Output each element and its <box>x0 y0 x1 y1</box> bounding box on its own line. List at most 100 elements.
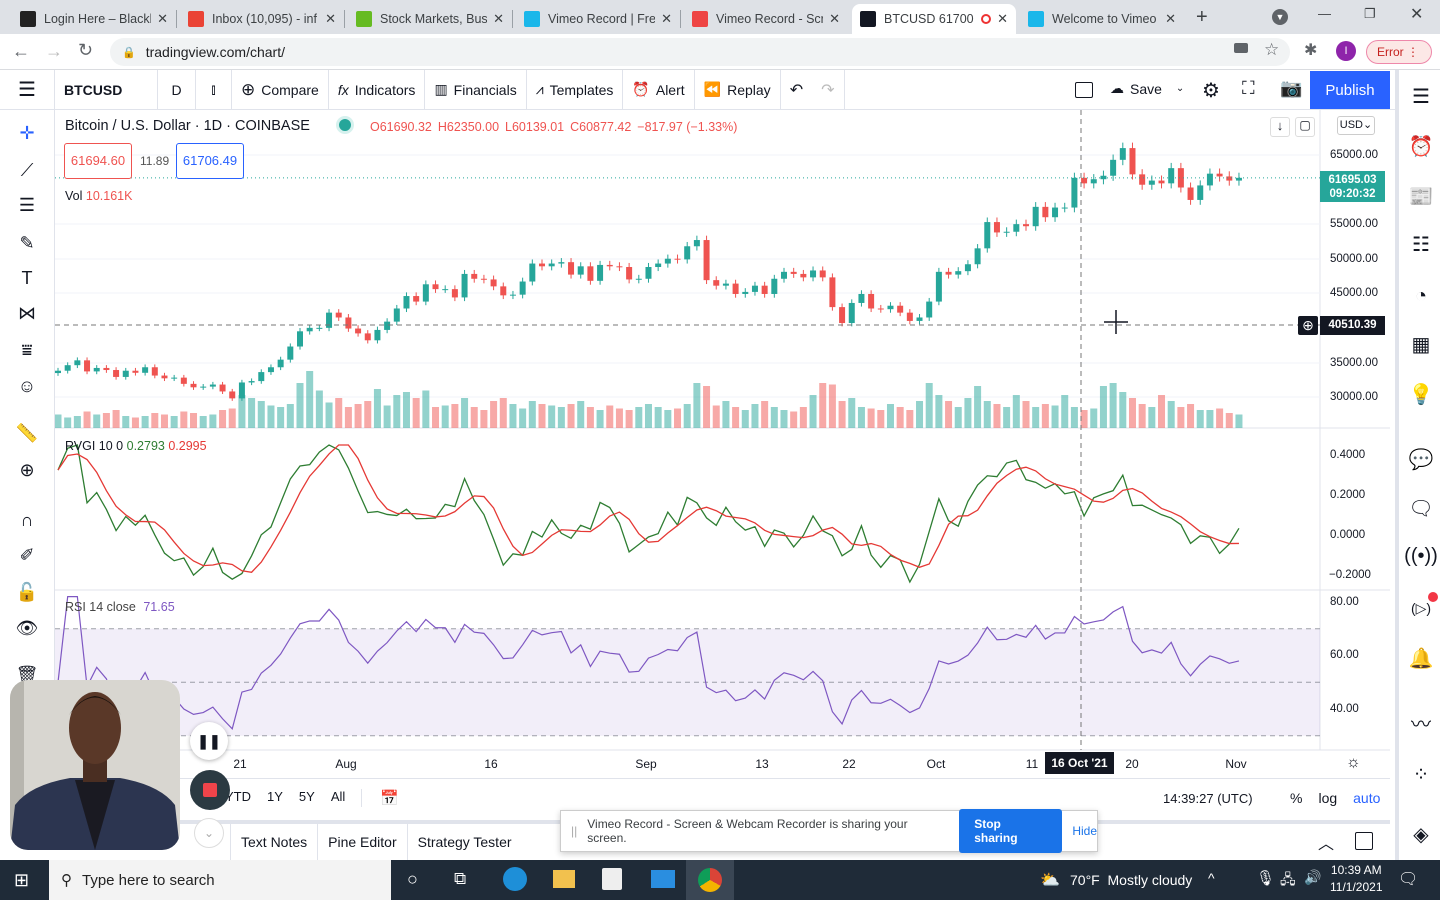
add-alert-plus-icon[interactable]: ⊕ <box>1298 316 1318 335</box>
notifications-icon[interactable]: 🗨 <box>1398 871 1419 888</box>
camera-in-use-icon[interactable] <box>1234 43 1248 53</box>
bell-icon[interactable]: 🔔 <box>1408 647 1434 670</box>
menu-icon[interactable]: ☰ <box>0 69 55 110</box>
camera-snapshot-icon[interactable]: 📷 <box>1280 78 1303 98</box>
layers-icon[interactable]: ◈ <box>1413 823 1429 846</box>
financials-button[interactable]: ▥ Financials <box>425 69 527 110</box>
save-button[interactable]: ☁ Save ⌄ <box>1110 80 1184 97</box>
range-5y[interactable]: 5Y <box>298 788 315 804</box>
browser-tab[interactable]: Vimeo Record - Scr ✕ <box>684 4 848 34</box>
browser-tab[interactable]: Vimeo Record | Fre ✕ <box>516 4 680 34</box>
stop-sharing-button[interactable]: Stop sharing <box>959 809 1063 853</box>
taskbar-search-box[interactable]: ⚲ Type here to search <box>49 860 391 900</box>
edge-icon[interactable] <box>503 867 527 891</box>
fullscreen-icon[interactable]: ⛶ <box>1242 78 1255 98</box>
brush-icon[interactable]: ✎ <box>19 232 35 253</box>
tab-strategy-tester[interactable]: Strategy Tester <box>417 834 512 850</box>
streams-icon[interactable]: ((•)) <box>1404 544 1438 567</box>
reload-icon[interactable]: ↻ <box>78 40 94 60</box>
stop-recording-button[interactable] <box>190 770 230 810</box>
close-tab-icon[interactable]: ✕ <box>661 11 672 26</box>
settings-gear-icon[interactable]: ⚙ <box>1202 80 1220 102</box>
dots-grid-icon[interactable]: ⁘ <box>1412 763 1430 786</box>
network-icon[interactable]: 🖧 <box>1280 871 1296 887</box>
fib-retracement-icon[interactable]: ☰ <box>18 194 36 215</box>
templates-button[interactable]: ⩘ Templates <box>527 69 624 110</box>
lock-icon[interactable]: 🔓 <box>15 581 39 602</box>
redo-icon[interactable]: ↷ <box>812 69 845 110</box>
replay-button[interactable]: ⏪ Replay <box>695 69 781 110</box>
undo-icon[interactable]: ↶ <box>789 81 804 99</box>
data-window-icon[interactable]: ◔ <box>1414 284 1428 307</box>
currency-select[interactable]: USD⌄ <box>1337 116 1375 135</box>
timezone-settings-icon[interactable]: ☼ <box>1346 754 1361 771</box>
text-icon[interactable]: T <box>21 267 33 288</box>
profile-avatar[interactable]: I <box>1336 41 1356 61</box>
magnet-icon[interactable]: ∩ <box>20 509 34 530</box>
minimize-icon[interactable]: — <box>1318 6 1331 21</box>
close-tab-icon[interactable]: ✕ <box>997 11 1008 26</box>
close-tab-icon[interactable]: ✕ <box>1165 11 1176 26</box>
error-badge[interactable]: Error ⋮ <box>1366 40 1432 64</box>
trash-icon[interactable]: 🗑 <box>15 664 39 685</box>
browser-tab[interactable]: Inbox (10,095) - inf ✕ <box>180 4 344 34</box>
lock-drawing-icon[interactable]: ✐ <box>19 544 35 565</box>
layout-select-icon[interactable] <box>1075 82 1093 98</box>
volume-icon[interactable]: 🔊 <box>1304 869 1322 885</box>
emoji-icon[interactable]: ☺ <box>17 375 37 396</box>
mail-icon[interactable] <box>651 870 675 888</box>
browser-tab[interactable]: BTCUSD 61700 ✕ <box>852 4 1016 34</box>
symbol-search[interactable]: BTCUSD <box>55 69 158 110</box>
range-ytd[interactable]: YTD <box>225 788 251 804</box>
windows-start-icon[interactable]: ⊞ <box>14 870 30 890</box>
file-explorer-icon[interactable] <box>553 870 575 888</box>
close-tab-icon[interactable]: ✕ <box>829 11 840 26</box>
range-all[interactable]: All <box>330 788 346 804</box>
alarm-clock-icon[interactable]: ⏰ <box>1408 135 1434 158</box>
weather-cloud-icon[interactable]: ⛅ <box>1040 872 1060 889</box>
collapse-recorder-chevron-icon[interactable]: ⌄ <box>194 818 224 848</box>
range-1y[interactable]: 1Y <box>267 788 283 804</box>
taskbar-clock[interactable]: 10:39 AM 11/1/2021 <box>1330 863 1383 894</box>
bookmark-star-icon[interactable]: ☆ <box>1264 40 1280 59</box>
microphone-icon[interactable]: 🎙 <box>1256 870 1276 887</box>
buy-button[interactable]: 61706.49 <box>176 143 244 179</box>
cortana-icon[interactable]: ○ <box>407 869 418 889</box>
news-icon[interactable]: 📰 <box>1408 185 1434 208</box>
tab-pine-editor[interactable]: Pine Editor <box>318 824 408 860</box>
browser-tab[interactable]: Login Here – Blackb ✕ <box>12 4 176 34</box>
extensions-icon[interactable]: ✱ <box>1304 42 1318 59</box>
indicators-button[interactable]: fx Indicators <box>329 69 426 110</box>
auto-scale-toggle[interactable]: auto <box>1353 790 1381 806</box>
percent-scale-toggle[interactable]: % <box>1290 790 1303 806</box>
chat-icon[interactable]: 🗨 <box>1408 497 1434 520</box>
close-tab-icon[interactable]: ✕ <box>325 11 336 26</box>
interval-select[interactable]: D <box>158 69 196 110</box>
chart-canvas[interactable] <box>55 110 1390 778</box>
tray-chevron-icon[interactable]: ^ <box>1208 870 1215 886</box>
crosshair-icon[interactable]: ✛ <box>19 122 35 143</box>
store-icon[interactable] <box>602 868 622 890</box>
alert-button[interactable]: ⏰ Alert <box>623 69 695 110</box>
drag-handle-icon[interactable]: || <box>571 824 578 838</box>
browser-tab[interactable]: Stock Markets, Busi ✕ <box>348 4 512 34</box>
webcam-preview[interactable] <box>10 680 180 850</box>
watchlist-icon[interactable]: ☰ <box>1412 85 1430 108</box>
trading-panel-icon[interactable]: 〰 <box>1411 713 1431 736</box>
pause-recording-button[interactable]: ❚❚ <box>190 722 228 760</box>
task-view-icon[interactable]: ⧉ <box>454 869 467 888</box>
publish-button[interactable]: Publish <box>1310 71 1390 109</box>
hotlist-icon[interactable]: ☷ <box>1412 233 1430 256</box>
broadcast-icon[interactable]: (▷) <box>1410 599 1432 616</box>
chart-type-candles-icon[interactable]: ⫾ <box>196 69 232 110</box>
zoom-in-icon[interactable]: ⊕ <box>19 459 35 480</box>
pattern-icon[interactable]: ⋈ <box>18 302 36 323</box>
close-tab-icon[interactable]: ✕ <box>157 11 168 26</box>
back-icon[interactable]: ← <box>12 41 30 61</box>
calendar-icon[interactable]: ▦ <box>1411 333 1431 356</box>
chats-icon[interactable]: 💬 <box>1408 448 1434 471</box>
eye-icon[interactable]: 👁 <box>15 617 39 638</box>
maximize-panel-icon[interactable] <box>1355 832 1373 850</box>
ruler-icon[interactable]: 📏 <box>15 422 39 443</box>
sell-button[interactable]: 61694.60 <box>64 143 132 179</box>
